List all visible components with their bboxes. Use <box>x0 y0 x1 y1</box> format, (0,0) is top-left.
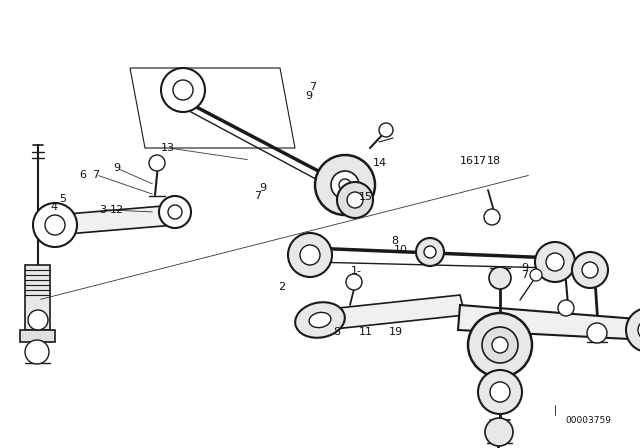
Circle shape <box>572 252 608 288</box>
Circle shape <box>149 155 165 171</box>
Polygon shape <box>55 205 185 235</box>
Circle shape <box>546 253 564 271</box>
Circle shape <box>161 68 205 112</box>
Polygon shape <box>320 295 465 330</box>
Circle shape <box>300 245 320 265</box>
Circle shape <box>33 203 77 247</box>
Circle shape <box>337 182 373 218</box>
Polygon shape <box>20 330 55 342</box>
Circle shape <box>168 205 182 219</box>
Text: 11: 11 <box>358 327 372 337</box>
Circle shape <box>159 196 191 228</box>
Text: 13: 13 <box>161 143 175 153</box>
Circle shape <box>45 215 65 235</box>
Circle shape <box>28 310 48 330</box>
Text: 7: 7 <box>308 82 316 92</box>
Polygon shape <box>458 305 640 340</box>
Text: 1-: 1- <box>350 266 362 276</box>
Text: 12: 12 <box>109 205 124 215</box>
Text: 16: 16 <box>460 156 474 166</box>
Circle shape <box>638 320 640 340</box>
Circle shape <box>25 340 49 364</box>
Text: 10: 10 <box>394 245 408 255</box>
Circle shape <box>582 262 598 278</box>
Text: 15: 15 <box>359 192 373 202</box>
Text: 4: 4 <box>51 202 58 212</box>
Ellipse shape <box>309 312 331 327</box>
Text: 9: 9 <box>305 91 313 101</box>
Circle shape <box>315 155 375 215</box>
Text: 7: 7 <box>92 170 100 180</box>
Text: 8: 8 <box>391 236 399 246</box>
Text: 6: 6 <box>80 170 86 180</box>
Circle shape <box>416 238 444 266</box>
Text: 7: 7 <box>254 191 262 201</box>
Text: 8: 8 <box>333 327 341 337</box>
Text: 00003759: 00003759 <box>565 415 611 425</box>
Circle shape <box>626 308 640 352</box>
Circle shape <box>484 209 500 225</box>
Circle shape <box>339 179 351 191</box>
Circle shape <box>558 300 574 316</box>
Polygon shape <box>25 265 50 330</box>
Circle shape <box>346 274 362 290</box>
Circle shape <box>424 246 436 258</box>
Circle shape <box>347 192 363 208</box>
Text: 2: 2 <box>278 282 285 292</box>
Circle shape <box>485 418 513 446</box>
Circle shape <box>482 327 518 363</box>
Text: 17: 17 <box>473 156 487 166</box>
Circle shape <box>489 267 511 289</box>
Text: 7: 7 <box>521 270 529 280</box>
Text: 3: 3 <box>99 205 106 215</box>
Circle shape <box>587 323 607 343</box>
Text: 19: 19 <box>388 327 403 337</box>
Circle shape <box>288 233 332 277</box>
Circle shape <box>530 269 542 281</box>
Text: 14: 14 <box>373 158 387 168</box>
Circle shape <box>535 242 575 282</box>
Text: 9: 9 <box>521 263 529 273</box>
Text: 9: 9 <box>259 183 266 193</box>
Circle shape <box>331 171 359 199</box>
Circle shape <box>468 313 532 377</box>
Circle shape <box>173 80 193 100</box>
Circle shape <box>492 337 508 353</box>
Circle shape <box>490 382 510 402</box>
Circle shape <box>478 370 522 414</box>
Text: 9: 9 <box>113 163 120 173</box>
Text: 18: 18 <box>487 156 501 166</box>
Text: 5: 5 <box>60 194 66 204</box>
Ellipse shape <box>295 302 345 338</box>
Circle shape <box>379 123 393 137</box>
